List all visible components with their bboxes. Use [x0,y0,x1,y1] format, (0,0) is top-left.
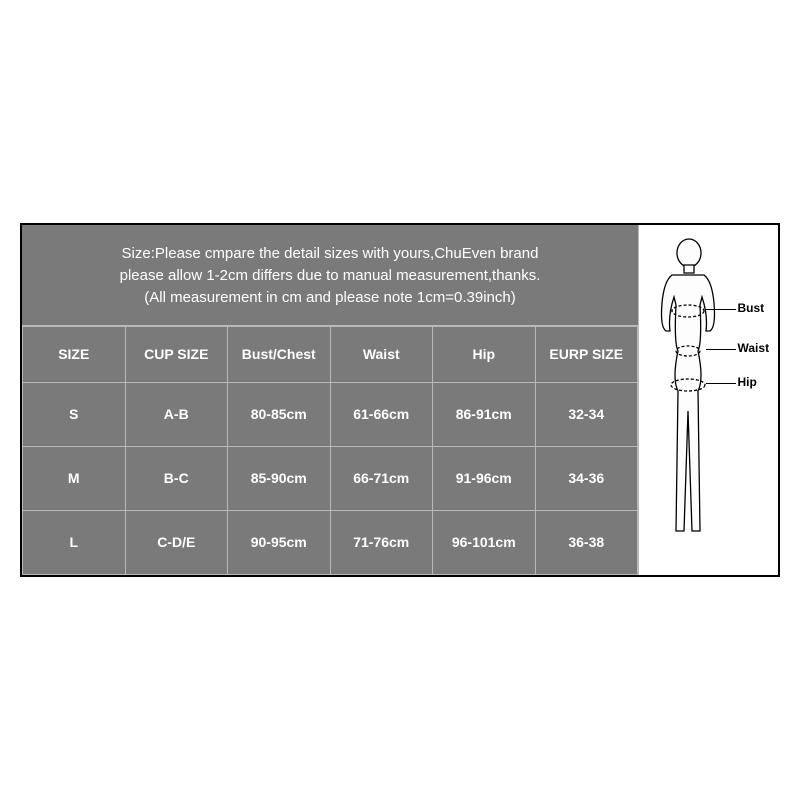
cell: 96-101cm [433,510,536,574]
cell: 90-95cm [228,510,331,574]
col-size: SIZE [23,326,126,382]
cell: 85-90cm [228,446,331,510]
note-line-1: Size:Please cmpare the detail sizes with… [44,243,616,265]
table-row: L C-D/E 90-95cm 71-76cm 96-101cm 36-38 [23,510,638,574]
note-line-3: (All measurement in cm and please note 1… [44,287,616,309]
size-chart-card: Size:Please cmpare the detail sizes with… [20,223,780,576]
cell: 36-38 [535,510,638,574]
cell: 91-96cm [433,446,536,510]
cell: M [23,446,126,510]
cell: 86-91cm [433,382,536,446]
table-row: M B-C 85-90cm 66-71cm 91-96cm 34-36 [23,446,638,510]
waist-label: Waist [738,341,770,355]
cell: 66-71cm [330,446,433,510]
body-figure-icon [644,231,734,551]
cell: C-D/E [125,510,228,574]
body-figure-wrap: Bust Waist Hip [644,231,774,551]
cell: 71-76cm [330,510,433,574]
waist-line [706,349,736,350]
col-hip: Hip [433,326,536,382]
note-block: Size:Please cmpare the detail sizes with… [22,225,638,325]
hip-line [706,383,736,384]
cell: 80-85cm [228,382,331,446]
cell: A-B [125,382,228,446]
left-column: Size:Please cmpare the detail sizes with… [22,225,638,574]
note-line-2: please allow 1-2cm differs due to manual… [44,265,616,287]
col-bust: Bust/Chest [228,326,331,382]
hip-label: Hip [738,375,757,389]
size-table: SIZE CUP SIZE Bust/Chest Waist Hip EURP … [22,326,638,575]
col-waist: Waist [330,326,433,382]
table-row: S A-B 80-85cm 61-66cm 86-91cm 32-34 [23,382,638,446]
bust-label: Bust [738,301,765,315]
cell: 34-36 [535,446,638,510]
cell: L [23,510,126,574]
col-eurp: EURP SIZE [535,326,638,382]
cell: 61-66cm [330,382,433,446]
body-diagram-panel: Bust Waist Hip [638,225,778,574]
cell: B-C [125,446,228,510]
col-cup-size: CUP SIZE [125,326,228,382]
cell: S [23,382,126,446]
table-header-row: SIZE CUP SIZE Bust/Chest Waist Hip EURP … [23,326,638,382]
cell: 32-34 [535,382,638,446]
bust-line [706,309,736,310]
